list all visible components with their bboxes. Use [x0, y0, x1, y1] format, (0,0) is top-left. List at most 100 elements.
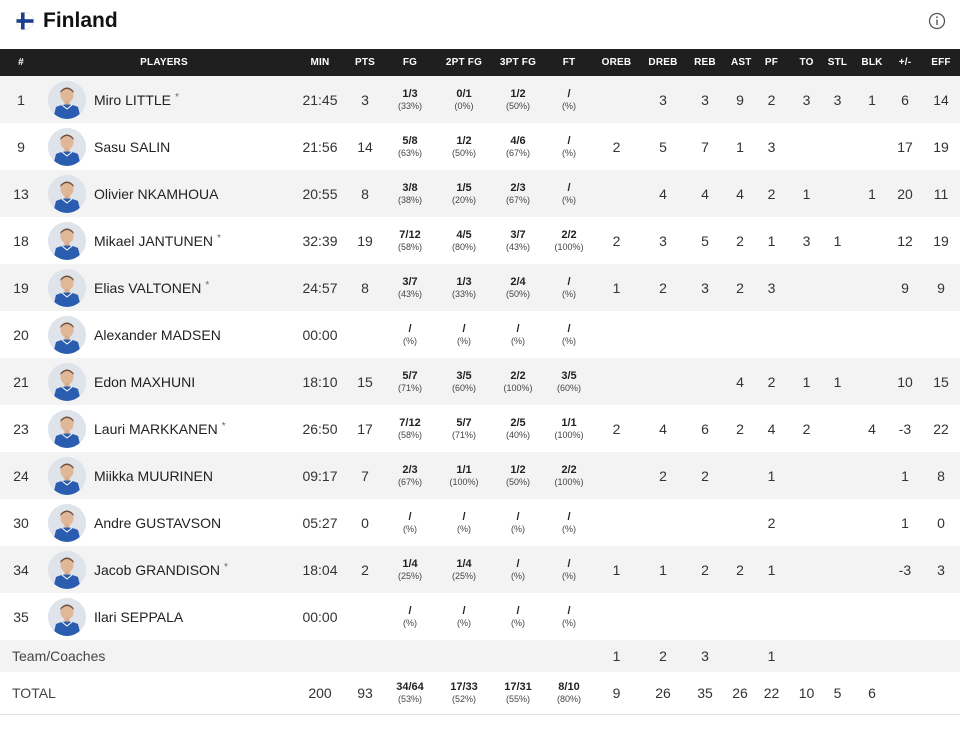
column-header[interactable]: STL — [819, 49, 856, 76]
column-header[interactable]: PTS — [354, 49, 376, 76]
stl: 1 — [819, 358, 856, 405]
column-header[interactable]: 3PT FG — [484, 49, 552, 76]
column-header[interactable]: TO — [794, 49, 819, 76]
player-info[interactable]: Mikael JANTUNEN * — [42, 221, 286, 260]
player-info[interactable]: Miikka MUURINEN — [42, 456, 286, 495]
player-info[interactable]: Sasu SALIN — [42, 127, 286, 166]
player-info[interactable]: Olivier NKAMHOUA — [42, 174, 286, 213]
player-name-link[interactable]: Mikael JANTUNEN * — [94, 232, 221, 249]
two-point-fg: 1/5 (20%) — [444, 170, 484, 217]
eff — [922, 311, 960, 358]
column-header[interactable]: DREB — [647, 49, 679, 76]
table-row[interactable]: 23 Lauri MARKKANEN * 26:50 17 7/12 (58%) 5/7 (71… — [0, 405, 960, 452]
player-name-link[interactable]: Miro LITTLE * — [94, 91, 179, 108]
column-header[interactable]: REB — [679, 49, 731, 76]
column-header[interactable]: FG — [376, 49, 444, 76]
player-photo-icon — [48, 362, 86, 401]
eff — [922, 672, 960, 715]
player-name-link[interactable]: Miikka MUURINEN — [94, 467, 213, 484]
player-cell: Edon MAXHUNI — [42, 358, 286, 405]
player-info[interactable]: Lauri MARKKANEN * — [42, 409, 286, 448]
column-header[interactable]: # — [0, 49, 42, 76]
to — [794, 452, 819, 499]
column-header[interactable]: MIN — [286, 49, 354, 76]
blk — [856, 358, 888, 405]
free-throws-made-attempted: / — [567, 510, 571, 523]
free-throws-percentage: (100%) — [554, 241, 584, 252]
table-row[interactable]: 9 Sasu SALIN 21:56 14 5/8 (63%) 1/2 (50%) 4/6 (67… — [0, 123, 960, 170]
blk — [856, 123, 888, 170]
blk: 6 — [856, 672, 888, 715]
two-point-fg: 1/4 (25%) — [444, 546, 484, 593]
starter-marker: * — [175, 91, 179, 103]
table-row[interactable]: 21 Edon MAXHUNI 18:10 15 5/7 (71%) 3/5 (60%) 2/2… — [0, 358, 960, 405]
two-point-fg: / (%) — [444, 311, 484, 358]
column-header[interactable]: 2PT FG — [444, 49, 484, 76]
two-point-fg-made-attempted: 1/3 — [456, 275, 472, 288]
stl — [819, 452, 856, 499]
player-name-link[interactable]: Olivier NKAMHOUA — [94, 185, 219, 202]
points: 2 — [354, 546, 376, 593]
stl: 1 — [819, 217, 856, 264]
player-name-link[interactable]: Alexander MADSEN — [94, 326, 221, 343]
column-header[interactable]: BLK — [856, 49, 888, 76]
avatar — [48, 503, 86, 542]
column-header[interactable]: AST — [731, 49, 751, 76]
oreb: 1 — [586, 546, 647, 593]
reb — [679, 593, 731, 640]
player-info[interactable]: Edon MAXHUNI — [42, 362, 286, 401]
player-info[interactable]: Miro LITTLE * — [42, 80, 286, 119]
two-point-fg-made-attempted: / — [462, 322, 466, 335]
table-row[interactable]: 1 Miro LITTLE * 21:45 3 1/3 (33%) 0/1 (0%) 1/2 (50… — [0, 76, 960, 123]
player-name-link[interactable]: Andre GUSTAVSON — [94, 514, 222, 531]
two-point-fg-percentage: (50%) — [451, 147, 476, 158]
free-throws: / (%) — [552, 499, 586, 546]
player-name-link[interactable]: Lauri MARKKANEN * — [94, 420, 226, 437]
table-row[interactable]: 24 Miikka MUURINEN 09:17 7 2/3 (67%) 1/1 (100%)… — [0, 452, 960, 499]
pf: 2 — [749, 170, 794, 217]
two-point-fg-percentage: (%) — [457, 617, 471, 628]
player-photo-icon — [48, 597, 86, 636]
reb — [679, 358, 731, 405]
table-row[interactable]: 13 Olivier NKAMHOUA 20:55 8 3/8 (38%) 1/5 (20%)… — [0, 170, 960, 217]
table-row[interactable]: 30 Andre GUSTAVSON 05:27 0/(%) / (%) / (%) / (%) 2… — [0, 499, 960, 546]
column-header[interactable]: FT — [552, 49, 586, 76]
field-goals-percentage: (71%) — [397, 382, 422, 393]
player-name-link[interactable]: Ilari SEPPALA — [94, 608, 184, 625]
column-header[interactable]: +/- — [888, 49, 922, 76]
two-point-fg-made-attempted: / — [462, 604, 466, 617]
minutes: 24:57 — [286, 264, 354, 311]
player-info[interactable]: Ilari SEPPALA — [42, 597, 286, 636]
table-row[interactable]: 18 Mikael JANTUNEN * 32:39 19 7/12 (58%) 4/5 (80… — [0, 217, 960, 264]
dreb — [647, 499, 679, 546]
ast — [731, 593, 749, 640]
player-photo-icon — [48, 80, 86, 119]
player-info[interactable]: Alexander MADSEN — [42, 315, 286, 354]
table-row[interactable]: 35 Ilari SEPPALA 00:00/(%) / (%) / (%) / (%) — [0, 593, 960, 640]
player-name-link[interactable]: Sasu SALIN — [94, 138, 171, 155]
field-goals-made-attempted: 2/3 — [402, 463, 418, 476]
field-goals: 3/7 (43%) — [376, 264, 444, 311]
free-throws: 3/5 (60%) — [552, 358, 586, 405]
reb: 2 — [679, 546, 731, 593]
column-header[interactable]: OREB — [586, 49, 647, 76]
table-row[interactable]: 34 Jacob GRANDISON * 18:04 2 1/4 (25%) 1/4 (25%)… — [0, 546, 960, 593]
three-point-fg-percentage: (%) — [511, 570, 525, 581]
table-row[interactable]: 19 Elias VALTONEN * 24:57 8 3/7 (43%) 1/3 (33%) 2… — [0, 264, 960, 311]
info-icon[interactable] — [928, 12, 946, 30]
two-point-fg-made-attempted: 0/1 — [456, 87, 472, 100]
player-name-link[interactable]: Jacob GRANDISON * — [94, 561, 228, 578]
plus-minus: 10 — [888, 358, 922, 405]
player-name-link[interactable]: Elias VALTONEN * — [94, 279, 210, 296]
player-cell: Sasu SALIN — [42, 123, 286, 170]
column-header[interactable]: PF — [749, 49, 794, 76]
column-header[interactable]: PLAYERS — [42, 49, 286, 76]
player-name-link[interactable]: Edon MAXHUNI — [94, 373, 196, 390]
table-row[interactable]: 20 Alexander MADSEN 00:00/(%) / (%) / (%) / (%) — [0, 311, 960, 358]
oreb: 1 — [586, 640, 647, 672]
player-info[interactable]: Elias VALTONEN * — [42, 268, 286, 307]
player-info[interactable]: Jacob GRANDISON * — [42, 550, 286, 589]
player-info[interactable]: Andre GUSTAVSON — [42, 503, 286, 542]
column-header[interactable]: EFF — [922, 49, 960, 76]
free-throws-made-attempted: / — [567, 181, 571, 194]
